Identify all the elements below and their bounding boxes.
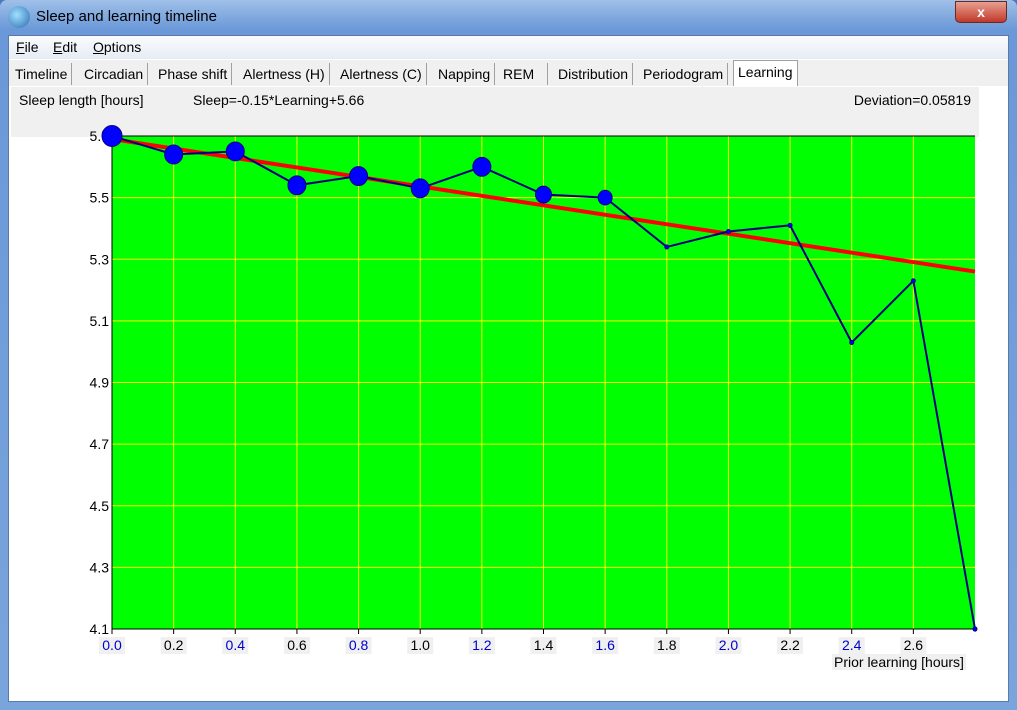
y-tick-label: 4.1 — [90, 621, 110, 637]
menu-file[interactable]: File — [16, 39, 39, 55]
regression-equation: Sleep=-0.15*Learning+5.66 — [193, 92, 365, 108]
data-point — [972, 626, 978, 632]
x-tick-label-bg — [160, 637, 187, 654]
x-tick-label-bg — [838, 637, 865, 654]
x-tick-label-bg — [592, 637, 619, 654]
x-tick-label: 0.8 — [349, 637, 369, 653]
data-point — [101, 125, 123, 147]
x-tick-label: 1.6 — [595, 637, 615, 653]
tab-napping[interactable]: Napping — [434, 63, 496, 85]
tab-bar: Timeline Circadian Phase shift Alertness… — [9, 60, 1008, 86]
x-tick-label-bg — [653, 637, 680, 654]
tab-circadian[interactable]: Circadian — [80, 63, 149, 85]
y-tick-label: 4.5 — [90, 498, 110, 514]
x-tick-label-bg — [222, 637, 249, 654]
data-point — [410, 178, 430, 199]
x-axis-label: Prior learning [hours] — [832, 654, 966, 670]
y-tick-label: 4.9 — [90, 375, 110, 391]
y-tick-label: 4.3 — [90, 559, 110, 575]
x-tick-label: 1.2 — [472, 637, 492, 653]
x-tick-label-bg — [407, 637, 434, 654]
deviation-value: Deviation=0.05819 — [853, 92, 971, 108]
data-point — [349, 166, 369, 187]
window-title: Sleep and learning timeline — [36, 8, 217, 25]
title-bar: Sleep and learning timeline x — [0, 0, 1017, 34]
x-tick-label: 0.6 — [287, 637, 307, 653]
y-tick-label: 5.3 — [90, 251, 110, 267]
data-point — [664, 244, 670, 250]
regression-line — [111, 137, 976, 274]
data-point — [535, 185, 552, 204]
x-tick-label-bg — [715, 637, 742, 654]
x-tick-label: 2.0 — [719, 637, 739, 653]
tab-alertness-h[interactable]: Alertness (H) — [239, 63, 330, 85]
tab-learning[interactable]: Learning — [733, 60, 798, 86]
y-tick-label: 5.1 — [90, 313, 110, 329]
data-point — [287, 175, 307, 196]
x-tick-label-bg — [777, 637, 804, 654]
x-tick-label: 0.2 — [164, 637, 184, 653]
chart-header: Sleep length [hours] Sleep=-0.15*Learnin… — [11, 87, 979, 137]
x-tick-label-bg — [900, 637, 927, 654]
y-tick-label: 5.5 — [90, 190, 110, 206]
data-point — [597, 189, 613, 206]
tab-timeline[interactable]: Timeline — [11, 63, 73, 85]
data-point — [725, 228, 731, 235]
menu-bar: File Edit Options — [9, 36, 1008, 59]
x-tick-label: 0.0 — [102, 637, 122, 653]
x-tick-label: 1.0 — [410, 637, 430, 653]
tab-periodogram[interactable]: Periodogram — [639, 63, 729, 85]
data-point — [787, 222, 793, 228]
y-axis-label: Sleep length [hours] — [19, 92, 144, 108]
data-point — [472, 156, 492, 177]
tab-distribution[interactable]: Distribution — [554, 63, 634, 85]
data-point — [910, 278, 916, 284]
x-tick-label-bg — [283, 637, 310, 654]
data-point — [164, 144, 184, 165]
x-tick-label-bg — [530, 637, 557, 654]
close-button[interactable]: x — [955, 1, 1007, 23]
data-point — [849, 339, 855, 346]
x-tick-label: 1.8 — [657, 637, 677, 653]
x-tick-label: 1.4 — [534, 637, 554, 653]
tab-alertness-c[interactable]: Alertness (C) — [336, 63, 427, 85]
x-tick-label: 2.6 — [904, 637, 924, 653]
y-tick-label: 4.7 — [90, 436, 110, 452]
x-tick-label: 0.4 — [226, 637, 246, 653]
x-tick-label: 2.4 — [842, 637, 862, 653]
x-tick-label-bg — [345, 637, 372, 654]
data-point — [225, 141, 245, 162]
globe-app-icon — [8, 6, 30, 28]
x-tick-label: 2.2 — [780, 637, 800, 653]
menu-edit[interactable]: Edit — [53, 39, 78, 55]
tab-phase-shift[interactable]: Phase shift — [154, 63, 233, 85]
tab-rem[interactable]: REM — [499, 63, 548, 85]
menu-options[interactable]: Options — [93, 39, 142, 55]
x-tick-label-bg — [99, 637, 125, 654]
x-tick-label-bg — [468, 637, 495, 654]
